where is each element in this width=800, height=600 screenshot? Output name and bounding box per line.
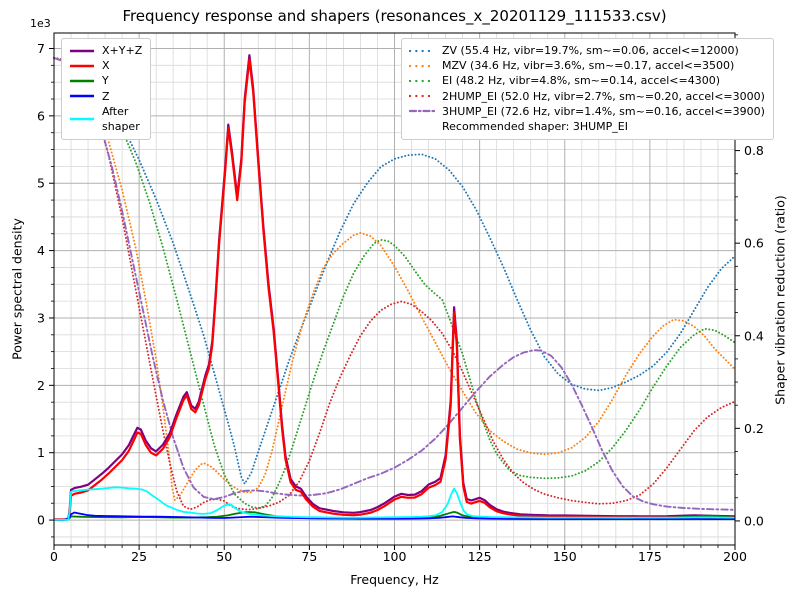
series-ei-line — [53, 57, 736, 509]
legend-label-mzv: MZV (34.6 Hz, vibr=3.6%, sm~=0.17, accel… — [442, 59, 735, 73]
y-left-tick-label: 5 — [37, 176, 45, 191]
series-zv-line — [53, 57, 736, 485]
y-left-tick-label: 1 — [37, 445, 45, 460]
legend-swatch-line — [70, 79, 94, 83]
x-tick-label: 25 — [131, 549, 147, 564]
y-right-tick-label: 0.8 — [744, 143, 764, 158]
y-axis-offset-text: 1e3 — [30, 17, 51, 30]
legend-label-x: X — [102, 59, 110, 73]
series-group — [53, 54, 736, 521]
legend-swatch-line — [70, 49, 94, 52]
legend-label-xyz: X+Y+Z — [102, 44, 143, 57]
legend-label-zv: ZV (55.4 Hz, vibr=19.7%, sm~=0.06, accel… — [442, 44, 739, 57]
y-right-tick-label: 0.0 — [744, 513, 764, 528]
series-hump2-line — [53, 57, 736, 511]
legend-item-z: Z — [69, 89, 142, 104]
legend-item-hump2: 2HUMP_EI (52.0 Hz, vibr=2.7%, sm~=0.20, … — [409, 89, 765, 104]
legend-swatch-line — [409, 110, 435, 113]
legend-label-y: Y — [102, 74, 109, 88]
legend-item-y: Y — [69, 73, 142, 88]
legend-label-hump3: 3HUMP_EI (72.6 Hz, vibr=1.4%, sm~=0.16, … — [442, 104, 765, 118]
x-tick-label: 0 — [50, 549, 58, 564]
legend-shapers: ZV (55.4 Hz, vibr=19.7%, sm~=0.06, accel… — [401, 38, 774, 141]
x-tick-label: 100 — [383, 549, 407, 564]
legend-item-zv: ZV (55.4 Hz, vibr=19.7%, sm~=0.06, accel… — [409, 43, 765, 58]
legend-item-hump3: 3HUMP_EI (72.6 Hz, vibr=1.4%, sm~=0.16, … — [409, 104, 765, 119]
legend-swatch-line — [409, 49, 435, 52]
series-after-line — [54, 486, 735, 521]
legend-label-z: Z — [102, 89, 110, 103]
legend-swatch-line — [409, 79, 435, 83]
y-left-tick-label: 3 — [37, 310, 45, 325]
y-axis-label-left: Power spectral density — [9, 218, 25, 360]
legend-item-xyz: X+Y+Z — [69, 43, 142, 58]
legend-item-x: X — [69, 58, 142, 73]
recommended-shaper-text: Recommended shaper: 3HUMP_EI — [442, 119, 628, 133]
y-left-tick-label: 2 — [37, 378, 45, 393]
y-left-tick-label: 7 — [37, 41, 45, 56]
x-tick-label: 125 — [468, 549, 492, 564]
legend-item-after: After shaper — [69, 104, 142, 134]
legend-swatch-line — [409, 64, 435, 67]
legend-label-hump2: 2HUMP_EI (52.0 Hz, vibr=2.7%, sm~=0.20, … — [442, 89, 765, 103]
legend-swatch-line — [70, 64, 94, 68]
legend-psd: X+Y+Z X Y Z After shaper — [61, 38, 152, 141]
legend-item-ei: EI (48.2 Hz, vibr=4.8%, sm~=0.14, accel<… — [409, 73, 765, 88]
legend-swatch-line — [70, 94, 94, 98]
legend-label-after: After shaper — [102, 104, 140, 133]
x-tick-label: 75 — [301, 549, 317, 564]
series-z-line — [54, 511, 735, 521]
legend-swatch-line — [70, 117, 94, 121]
x-tick-label: 150 — [553, 549, 577, 564]
x-tick-label: 200 — [723, 549, 747, 564]
legend-item-mzv: MZV (34.6 Hz, vibr=3.6%, sm~=0.17, accel… — [409, 58, 765, 73]
x-tick-label: 50 — [216, 549, 232, 564]
chart-title: Frequency response and shapers (resonanc… — [122, 7, 667, 25]
series-hump3-line — [53, 57, 736, 511]
series-x-line — [54, 58, 736, 521]
x-axis-label: Frequency, Hz — [350, 572, 439, 587]
y-left-tick-label: 4 — [37, 243, 45, 258]
x-tick-label: 175 — [638, 549, 662, 564]
series-mzv-line — [53, 57, 736, 502]
y-right-tick-label: 0.6 — [744, 236, 764, 251]
y-right-tick-label: 0.2 — [744, 421, 764, 436]
y-left-tick-label: 6 — [37, 108, 45, 123]
y-left-tick-label: 0 — [37, 513, 45, 528]
y-axis-label-right: Shaper vibration reduction (ratio) — [772, 195, 788, 405]
y-right-tick-label: 0.4 — [744, 328, 764, 343]
legend-label-ei: EI (48.2 Hz, vibr=4.8%, sm~=0.14, accel<… — [442, 74, 720, 88]
legend-swatch-line — [409, 94, 435, 98]
